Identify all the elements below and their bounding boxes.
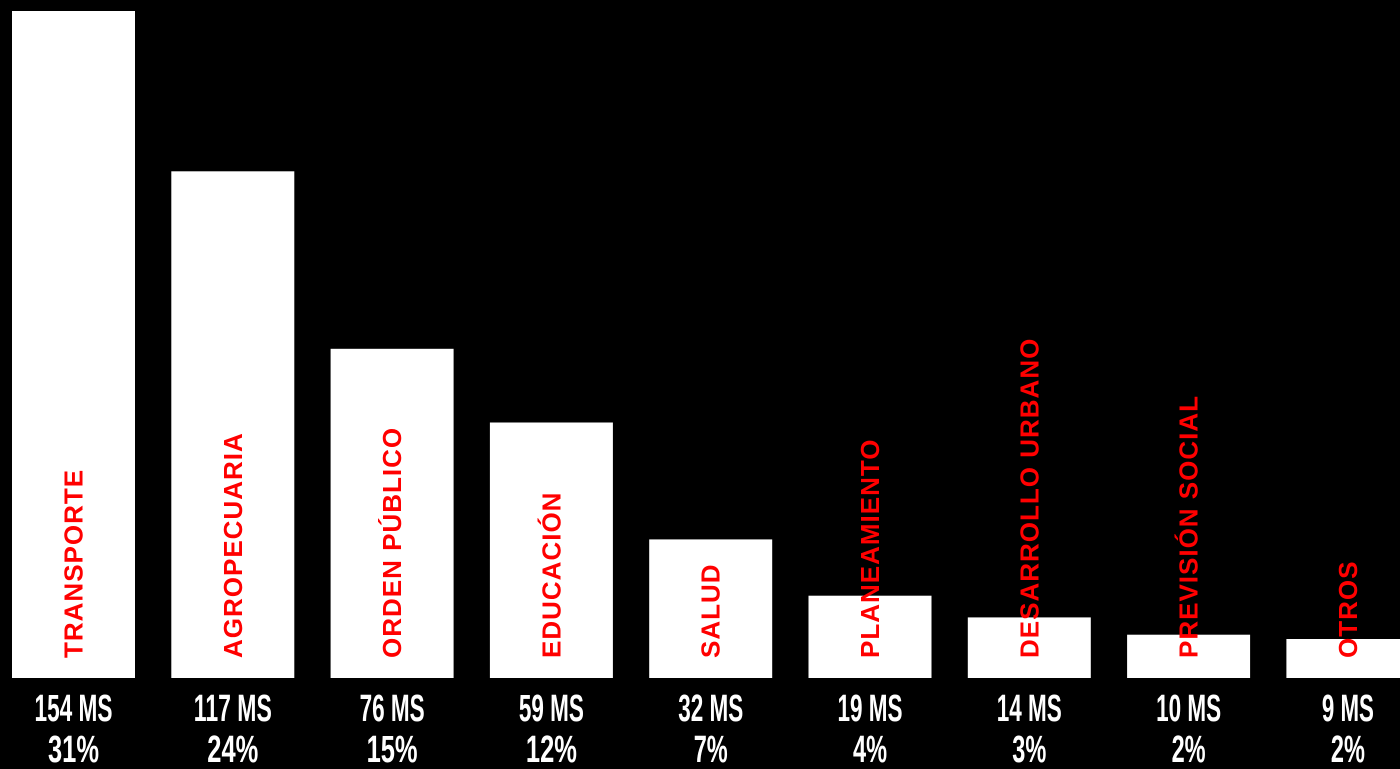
category-label: PREVISIÓN SOCIAL <box>1174 395 1204 658</box>
value-label: 10 MS <box>1156 688 1221 730</box>
category-label: EDUCACIÓN <box>536 492 566 658</box>
percent-label: 15% <box>367 729 418 769</box>
value-label: 32 MS <box>678 688 743 730</box>
bar-4 <box>489 422 613 678</box>
percent-label: 2% <box>1172 729 1206 769</box>
percent-label: 2% <box>1331 729 1365 769</box>
value-label: 76 MS <box>360 688 425 730</box>
percent-label: 4% <box>853 729 887 769</box>
category-label: OTROS <box>1333 561 1363 658</box>
bar-8 <box>1127 634 1251 678</box>
category-label: SALUD <box>696 563 726 658</box>
bar-9 <box>1286 639 1400 678</box>
percent-label: 3% <box>1012 729 1046 769</box>
bars-group <box>12 11 1400 679</box>
percent-label: 12% <box>526 729 577 769</box>
value-label: 154 MS <box>35 688 113 730</box>
bar-6 <box>808 595 932 678</box>
bar-1 <box>12 11 135 678</box>
category-label: DESARROLLO URBANO <box>1014 338 1044 658</box>
percent-label: 7% <box>694 729 728 769</box>
category-label: PLANEAMIENTO <box>855 438 885 658</box>
bar-5 <box>649 539 773 678</box>
bar-7 <box>967 617 1091 678</box>
category-label: TRANSPORTE <box>59 469 89 658</box>
category-labels-group: TRANSPORTE AGROPECUARIA ORDEN PÚBLICO EDUCA… <box>59 338 1363 658</box>
bar-2 <box>171 171 295 679</box>
bar-3 <box>330 348 454 678</box>
category-label: AGROPECUARIA <box>218 432 248 658</box>
value-label: 9 MS <box>1322 688 1374 730</box>
value-label: 19 MS <box>838 688 903 730</box>
percent-label: 24% <box>207 729 258 769</box>
value-label: 59 MS <box>519 688 584 730</box>
percent-label: 31% <box>48 729 99 769</box>
category-label: ORDEN PÚBLICO <box>377 427 407 658</box>
value-label: 14 MS <box>997 688 1062 730</box>
value-label: 117 MS <box>194 688 272 730</box>
